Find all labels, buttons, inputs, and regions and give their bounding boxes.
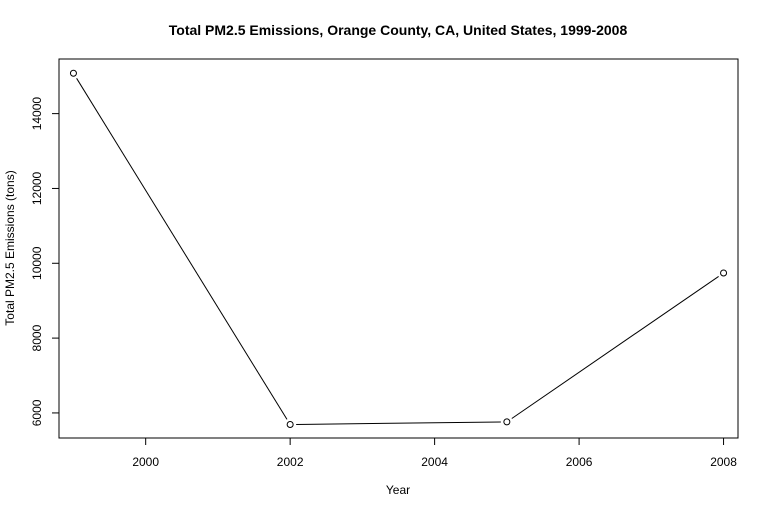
y-tick-label: 10000 <box>30 246 44 280</box>
series-segment <box>511 275 719 419</box>
x-tick-label: 2006 <box>566 455 593 469</box>
y-tick-label: 8000 <box>30 324 44 351</box>
series-segment <box>296 421 501 425</box>
plot-frame <box>58 58 739 439</box>
data-point <box>503 418 511 426</box>
y-tick-label: 12000 <box>30 171 44 205</box>
y-axis: 6000 8000 10000 12000 14000 <box>30 97 60 426</box>
series-segment <box>76 78 288 420</box>
data-point <box>720 269 728 277</box>
x-axis-label: Year <box>386 483 410 497</box>
chart-title: Total PM2.5 Emissions, Orange County, CA… <box>169 22 628 38</box>
x-tick-label: 2000 <box>132 455 159 469</box>
data-point <box>286 421 294 429</box>
x-axis: 2000 2002 2004 2006 2008 <box>132 437 737 469</box>
y-tick-label: 14000 <box>30 97 44 131</box>
x-tick-label: 2002 <box>277 455 304 469</box>
x-tick-label: 2004 <box>421 455 448 469</box>
data-point <box>69 69 77 77</box>
y-tick-label: 6000 <box>30 399 44 426</box>
series-emissions <box>69 69 728 429</box>
y-axis-label: Total PM2.5 Emissions (tons) <box>3 170 17 325</box>
x-tick-label: 2008 <box>710 455 737 469</box>
